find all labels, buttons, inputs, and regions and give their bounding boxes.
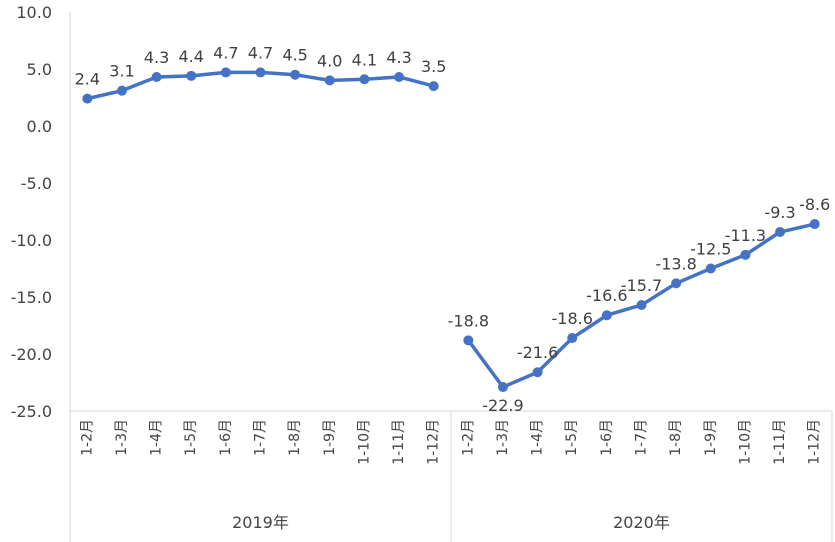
data-label: 4.3 xyxy=(144,48,169,67)
x-tick-label: 1-8月 xyxy=(668,419,684,456)
data-label: 3.5 xyxy=(421,57,446,76)
data-point xyxy=(151,71,162,82)
data-label: 2.4 xyxy=(75,70,100,89)
series-lines xyxy=(82,67,820,393)
data-point xyxy=(497,382,508,393)
x-tick-label: 1-6月 xyxy=(218,419,234,456)
data-point xyxy=(359,74,370,85)
x-tick-label: 1-3月 xyxy=(495,419,511,456)
data-label: -21.6 xyxy=(517,343,558,362)
data-label: 4.7 xyxy=(248,43,273,62)
data-label: -18.8 xyxy=(448,311,489,330)
x-tick-label: 1-7月 xyxy=(253,419,269,456)
data-point xyxy=(82,93,93,104)
y-tick-label: -20.0 xyxy=(11,345,52,364)
group-label: 2020年 xyxy=(613,513,670,532)
x-tick-label: 1-3月 xyxy=(114,419,130,456)
data-label: 4.1 xyxy=(352,50,377,69)
data-point xyxy=(290,69,301,80)
x-tick-label: 1-4月 xyxy=(149,419,165,456)
x-tick-label: 1-8月 xyxy=(287,419,303,456)
x-tick-label: 1-2月 xyxy=(460,419,476,456)
x-tick-label: 1-5月 xyxy=(183,419,199,456)
data-label: 4.4 xyxy=(179,47,204,66)
data-point xyxy=(532,367,543,378)
data-label: -11.3 xyxy=(725,226,766,245)
x-tick-label: 1-11月 xyxy=(772,419,788,465)
data-labels: 2.4 3.1 4.3 4.4 4.7 4.7 4.5 4.0 4.1 4.3 3.5 -18.8 -2… xyxy=(75,43,831,415)
data-label: 3.1 xyxy=(109,62,134,81)
data-point xyxy=(394,71,405,82)
x-tick-label: 1-12月 xyxy=(807,419,823,465)
y-tick-label: -25.0 xyxy=(11,402,52,421)
x-tick-label: 1-7月 xyxy=(634,419,650,456)
data-point xyxy=(255,67,266,78)
data-label: 4.5 xyxy=(282,46,307,65)
data-point xyxy=(116,85,127,96)
group-label: 2019年 xyxy=(232,513,289,532)
data-point xyxy=(567,333,578,344)
data-point xyxy=(186,70,197,81)
data-label: -16.6 xyxy=(586,286,627,305)
x-tick-label: 1-12月 xyxy=(426,419,442,465)
x-axis: 1-2月 1-3月 1-4月 1-5月 1-6月 1-7月 1-8月 1-9月 1-10月 1-1… xyxy=(69,410,833,542)
data-point xyxy=(809,219,820,230)
x-tick-label: 1-2月 xyxy=(79,419,95,456)
x-tick-label: 1-6月 xyxy=(599,419,615,456)
y-tick-label: -15.0 xyxy=(11,288,52,307)
x-tick-label: 1-4月 xyxy=(530,419,546,456)
y-tick-label: -10.0 xyxy=(11,231,52,250)
data-point xyxy=(636,299,647,310)
data-label: -9.3 xyxy=(764,203,795,222)
data-point xyxy=(463,335,474,346)
data-label: 4.0 xyxy=(317,51,342,70)
data-label: 4.7 xyxy=(213,43,238,62)
data-label: 4.3 xyxy=(386,48,411,67)
data-label: -8.6 xyxy=(799,195,830,214)
data-point xyxy=(324,75,335,86)
data-label: -12.5 xyxy=(690,240,731,259)
data-point xyxy=(775,227,786,238)
y-tick-label: 10.0 xyxy=(16,3,52,22)
data-point xyxy=(220,67,231,78)
x-tick-label: 1-5月 xyxy=(564,419,580,456)
y-axis: 10.0 5.0 0.0 -5.0 -10.0 -15.0 -20.0 -25.0 xyxy=(11,3,71,421)
x-tick-label: 1-10月 xyxy=(356,419,372,465)
data-label: -18.6 xyxy=(552,309,593,328)
data-label: -15.7 xyxy=(621,276,662,295)
data-point xyxy=(428,81,439,92)
data-point xyxy=(740,249,751,260)
data-point xyxy=(705,263,716,274)
x-tick-label: 1-9月 xyxy=(703,419,719,456)
data-point xyxy=(671,278,682,289)
data-point xyxy=(601,310,612,321)
x-tick-label: 1-11月 xyxy=(391,419,407,465)
data-label: -13.8 xyxy=(655,254,696,273)
x-tick-label: 1-10月 xyxy=(737,419,753,465)
y-tick-label: 0.0 xyxy=(27,117,52,136)
y-tick-label: -5.0 xyxy=(21,174,52,193)
data-label: -22.9 xyxy=(482,396,523,415)
y-tick-label: 5.0 xyxy=(27,60,52,79)
x-tick-label: 1-9月 xyxy=(322,419,338,456)
